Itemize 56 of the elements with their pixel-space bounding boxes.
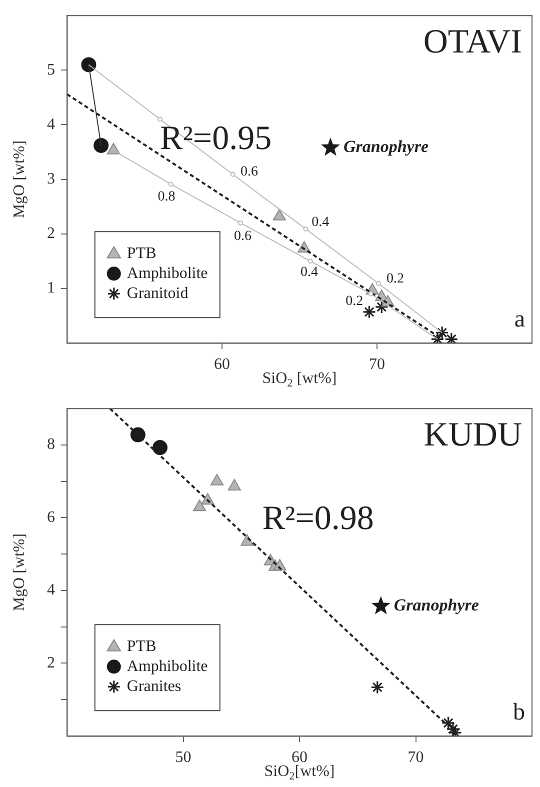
y-axis-title: MgO [wt%] [11, 533, 28, 612]
annotation: 0.8 [158, 189, 176, 204]
point [272, 208, 286, 220]
point [435, 326, 449, 340]
point [158, 116, 162, 122]
chart-title: OTAVI [423, 24, 522, 61]
y-tick-label: 6 [47, 508, 55, 526]
y-tick-label: 3 [47, 170, 55, 188]
annotation: 0.2 [386, 272, 404, 286]
annotation: 0.6 [240, 164, 258, 180]
point [374, 300, 388, 314]
point [371, 596, 390, 614]
annotation: 0.6 [234, 228, 252, 244]
annotation: 0.4 [312, 214, 330, 230]
point [376, 281, 382, 286]
point [238, 220, 244, 226]
annotation: b [513, 699, 526, 726]
legend-label: Amphibolite [126, 658, 208, 675]
legend-label: Granitoid [126, 284, 188, 302]
point [370, 680, 384, 694]
annotation: a [514, 306, 526, 332]
x-tick-label: 70 [408, 748, 424, 766]
point [320, 138, 340, 156]
point [362, 305, 376, 319]
y-tick-label: 4 [47, 582, 55, 599]
y-tick-label: 2 [47, 225, 55, 242]
legend-label: PTB [126, 244, 156, 262]
annotation: R²=0.98 [262, 500, 374, 537]
legend-label: Amphibolite [126, 264, 208, 282]
point [308, 258, 313, 264]
x-tick-label: 60 [292, 748, 308, 766]
y-tick-label: 8 [47, 436, 55, 454]
point [168, 182, 174, 187]
x-tick-label: 60 [214, 356, 230, 373]
y-tick-label: 4 [47, 116, 55, 133]
legend-label: Granites [126, 678, 182, 695]
y-tick-label: 2 [47, 654, 55, 672]
y-tick-label: 5 [47, 61, 55, 78]
series-label: Granophyre [394, 596, 480, 615]
y-axis-title: MgO [wt%] [11, 140, 28, 218]
point [210, 474, 224, 486]
annotation: 0.2 [346, 294, 364, 309]
x-tick-label: 50 [175, 748, 192, 766]
annotation: R²=0.95 [160, 120, 272, 157]
legend-label: PTB [126, 638, 156, 655]
point [81, 57, 96, 72]
point [94, 138, 109, 153]
series-label: Granophyre [344, 137, 429, 156]
x-tick-label: 70 [369, 356, 385, 373]
annotation: 0.4 [300, 264, 318, 280]
y-tick-label: 1 [47, 280, 55, 297]
point [228, 478, 241, 490]
point [230, 172, 236, 177]
point [303, 226, 308, 232]
chart-title: KUDU [424, 416, 522, 454]
point [192, 500, 206, 512]
